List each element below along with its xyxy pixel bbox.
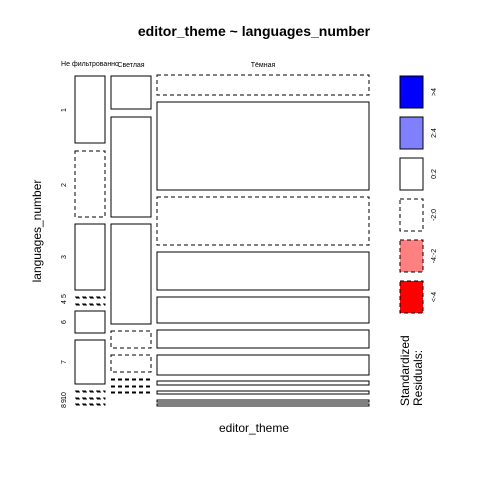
- legend-swatch: [399, 75, 424, 109]
- mosaic-cell: [110, 391, 152, 394]
- x-axis-label: editor_theme: [219, 421, 289, 435]
- row-label: 10: [61, 392, 68, 400]
- legend-label: -4:-2: [431, 249, 438, 264]
- mosaic-cell: [110, 223, 152, 325]
- mosaic-cell: [110, 354, 152, 373]
- mosaic-cell: [156, 329, 370, 349]
- y-axis-label: languages_number: [30, 180, 44, 283]
- mosaic-cell: [74, 303, 106, 306]
- mosaic-cell: [110, 116, 152, 218]
- legend-label: 2:4: [431, 128, 438, 138]
- row-label: 4: [61, 300, 68, 304]
- mosaic-cell: [156, 399, 370, 403]
- mosaic-cell: [110, 330, 152, 349]
- mosaic-cell: [74, 310, 106, 334]
- row-label: 7: [61, 360, 68, 364]
- legend-swatch: [399, 280, 424, 314]
- row-label: 9: [61, 399, 68, 403]
- legend-swatch: [399, 116, 424, 150]
- mosaic-cell: [156, 74, 370, 96]
- mosaic-cell: [74, 403, 106, 406]
- legend-swatch: [399, 239, 424, 273]
- legend-label: -2:0: [431, 209, 438, 221]
- mosaic-cell: [156, 251, 370, 291]
- row-label: 3: [61, 255, 68, 259]
- mosaic-cell: [74, 397, 106, 400]
- mosaic-cell: [156, 403, 370, 407]
- legend-label: 0:2: [431, 169, 438, 179]
- legend-title: Standardized: [398, 335, 412, 406]
- legend-swatch: [399, 198, 424, 232]
- mosaic-cell: [110, 75, 152, 110]
- mosaic-cell: [74, 296, 106, 299]
- legend-swatch: [399, 157, 424, 191]
- mosaic-cell: [74, 339, 106, 385]
- chart-title: editor_theme ~ languages_number: [138, 23, 371, 39]
- mosaic-cell: [156, 196, 370, 246]
- mosaic-cell: [74, 150, 106, 218]
- column-label-dark: Тёмная: [251, 62, 276, 69]
- mosaic-cell: [156, 296, 370, 324]
- column-label-light: Светлая: [117, 62, 144, 69]
- legend-label: >4: [431, 88, 438, 96]
- mosaic-cell: [110, 385, 152, 388]
- mosaic-cell: [156, 380, 370, 386]
- mosaic-cell: [74, 223, 106, 291]
- legend-label: <-4: [431, 292, 438, 302]
- mosaic-cell: [156, 354, 370, 376]
- row-label: 5: [61, 294, 68, 298]
- mosaic-cell: [74, 75, 106, 144]
- legend: >4 2:4 0:2 -2:0 -4:-2 <-4 Standardized Residual…: [398, 75, 438, 406]
- legend-title: Residuals:: [411, 350, 425, 406]
- mosaic-cell: [110, 378, 152, 381]
- mosaic-cell: [74, 390, 106, 393]
- column-label-unfiltered: Не фильтрованно: [61, 61, 119, 68]
- mosaic-cell: [156, 101, 370, 191]
- row-label: 1: [61, 108, 68, 112]
- row-label: 6: [61, 320, 68, 324]
- mosaic-cells: [74, 74, 370, 407]
- row-label: 2: [61, 183, 68, 187]
- mosaic-cell: [156, 390, 370, 395]
- row-label: 8: [61, 404, 68, 408]
